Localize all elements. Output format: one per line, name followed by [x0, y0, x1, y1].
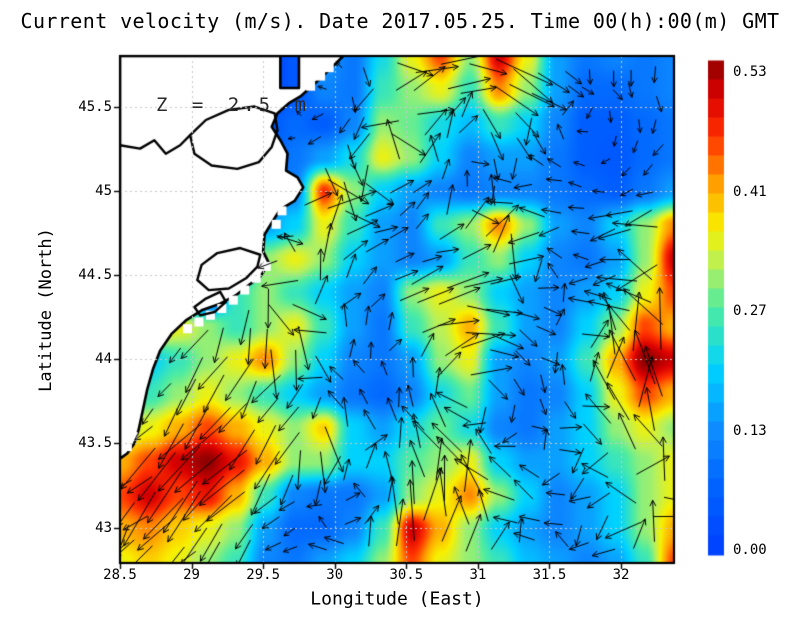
- colorbar-tick-label: 0.13: [733, 422, 767, 439]
- colorbar-tick-label: 0.00: [733, 542, 767, 558]
- y-tick-label: 43.5: [78, 435, 112, 452]
- colorbar-tick-label: 0.53: [733, 64, 767, 80]
- colorbar-tick-label: 0.27: [733, 303, 767, 319]
- x-axis-label: Longitude (East): [310, 588, 484, 610]
- x-tick-label: 30: [326, 567, 344, 583]
- depth-annotation: Z = 2.5 m: [156, 94, 310, 116]
- y-tick-label: 44: [95, 351, 112, 368]
- y-tick-label: 43: [95, 519, 112, 536]
- colorbar-tick-label: 0.41: [733, 183, 767, 200]
- x-tick-label: 32: [612, 567, 630, 583]
- x-tick-label: 28.5: [103, 567, 137, 583]
- y-tick-label: 45: [95, 182, 112, 199]
- x-tick-label: 30.5: [389, 567, 424, 583]
- y-axis-label: Latitude (North): [36, 228, 56, 392]
- x-tick-label: 29: [183, 567, 200, 583]
- x-tick-label: 29.5: [246, 567, 280, 583]
- x-tick-label: 31.5: [532, 567, 567, 583]
- y-tick-label: 44.5: [78, 266, 112, 283]
- x-tick-label: 31: [469, 567, 487, 583]
- chart-title: Current velocity (m/s). Date 2017.05.25.…: [20, 9, 780, 33]
- y-tick-label: 45.5: [78, 98, 112, 115]
